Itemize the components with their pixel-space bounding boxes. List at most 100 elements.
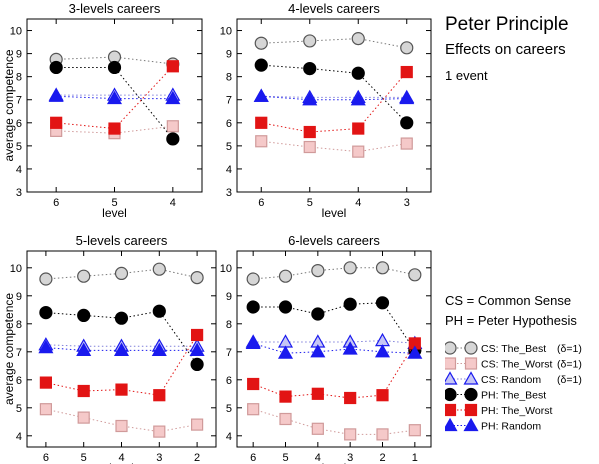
legend-marker-cs_random [463,371,479,385]
data-point-ph_worst [311,387,324,400]
data-point-cs_best [254,36,268,50]
data-point-cs_worst [39,403,53,416]
plot-frame [236,18,432,193]
data-point-cs_worst [247,403,260,416]
x-tick-label: 3 [404,197,410,209]
series-line-cs_random [45,344,198,347]
data-point-cs_best [152,262,166,276]
x-axis-label: level [322,461,347,464]
legend-marker-cs_worst [443,357,457,370]
x-tick-label: 4 [355,197,361,209]
data-point-cs_worst [153,425,166,438]
data-point-cs_worst [344,428,357,441]
data-point-cs_worst [77,411,90,424]
data-point-ph_best [166,132,180,146]
data-point-ph_random [277,345,294,359]
data-point-ph_worst [191,328,204,342]
data-point-ph_random [165,90,181,105]
data-point-ph_random [38,339,54,354]
x-axis-label: level [102,206,127,220]
legend-marker-ph_random [463,417,479,432]
y-tick-label: 3 [226,187,232,199]
data-point-cs_best [311,264,325,278]
y-tick-label: 4 [226,431,232,443]
data-point-cs_worst [376,428,389,441]
data-point-ph_random [189,342,205,356]
data-point-ph_random [253,88,269,102]
data-point-cs_worst [166,120,179,133]
legend-label: PH: The_Best [481,390,546,402]
series-line-ph_worst [252,343,416,399]
data-point-ph_random [407,345,423,359]
figure-subtitle: Effects on careers [445,41,566,58]
data-point-ph_best [351,66,365,80]
data-point-ph_best [303,61,317,76]
legend-markers: CS: The_Best (δ=1) CS: The_Worst (δ=1) CS: R… [442,341,582,433]
y-tick-label: 6 [16,118,22,130]
data-point-ph_best [114,311,129,325]
data-point-ph_random [48,88,64,102]
y-axis-label: average competence [2,293,16,405]
data-point-cs_best [190,271,204,285]
data-point-ph_random [151,342,167,356]
x-tick-label: 4 [170,197,176,209]
data-point-cs_best [375,261,390,275]
data-point-ph_worst [376,389,389,402]
data-point-ph_random [350,92,366,106]
series-line-ph_random [261,95,407,101]
chart-panel-1: 3-levels careers 3 4 5 6 7 8 9 10 6 5 4 level average… [2,1,203,220]
x-tick-label: 2 [379,452,385,464]
data-point-cs_best [278,269,293,283]
data-point-ph_best [254,58,268,72]
data-point-ph_best [375,296,390,310]
y-tick-label: 3 [16,187,22,199]
data-point-ph_worst [279,390,292,403]
y-tick-label: 5 [16,403,22,415]
data-point-cs_best [400,41,414,55]
data-point-ph_worst [303,125,316,139]
figure-title: Peter Principle [445,14,569,35]
data-point-ph_random [342,341,358,355]
data-point-cs_random [374,332,391,347]
x-tick-label: 6 [258,197,264,209]
data-point-ph_best [278,300,293,314]
data-point-ph_best [343,297,357,311]
data-point-ph_worst [255,116,268,129]
y-tick-label: 7 [226,347,232,359]
y-tick-label: 5 [226,403,232,415]
data-point-ph_best [190,357,204,371]
x-axis-label: level [322,206,347,220]
data-point-ph_worst [153,389,166,402]
data-point-cs_best [77,269,91,283]
y-tick-label: 6 [16,375,22,387]
panel-title: 4-levels careers [288,1,380,16]
data-point-ph_random [106,90,123,105]
legend-label: CS: Random [481,374,541,386]
legend-suffix: (δ=1) [557,374,582,386]
data-point-ph_best [107,60,122,75]
legend-label: CS: The_Best [481,343,546,355]
x-tick-label: 4 [315,452,321,464]
series-line-cs_worst [261,140,407,153]
data-point-ph_best [400,116,414,130]
legend-label: PH: Random [481,421,541,433]
y-tick-label: 10 [220,26,232,38]
data-point-ph_worst [39,376,53,389]
data-point-cs_best [343,261,357,275]
data-point-ph_best [311,307,325,321]
x-tick-label: 5 [282,452,288,464]
series-line-ph_best [253,302,416,351]
legend-marker-ph_best [464,387,478,402]
y-tick-label: 8 [226,319,232,331]
series-line-cs_best [261,38,407,49]
data-point-ph_worst [77,384,90,398]
x-tick-label: 5 [111,197,117,209]
legend-suffix: (δ=1) [557,343,582,355]
y-tick-label: 8 [16,319,22,331]
x-tick-label: 5 [307,197,313,209]
x-tick-label: 6 [43,452,49,464]
data-point-cs_worst [400,137,413,150]
plot-frame [26,18,203,193]
data-point-ph_worst [108,122,121,135]
data-point-ph_random [245,335,261,349]
